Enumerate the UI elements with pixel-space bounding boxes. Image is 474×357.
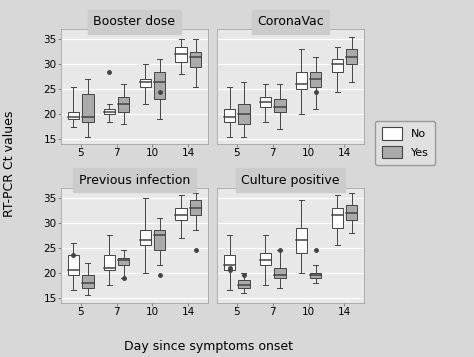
Bar: [224, 109, 235, 122]
Bar: [118, 97, 129, 112]
Bar: [139, 79, 151, 87]
Bar: [118, 258, 129, 265]
Bar: [296, 72, 307, 89]
Bar: [154, 72, 165, 99]
Title: CoronaVac: CoronaVac: [257, 15, 324, 28]
Bar: [274, 268, 285, 278]
Bar: [310, 72, 321, 87]
Bar: [346, 49, 357, 64]
Bar: [224, 255, 235, 270]
Bar: [310, 273, 321, 278]
Bar: [139, 230, 151, 245]
Bar: [104, 255, 115, 270]
Bar: [175, 208, 187, 220]
Bar: [238, 280, 250, 288]
Bar: [82, 94, 93, 122]
Bar: [68, 255, 79, 275]
Bar: [331, 59, 343, 72]
Text: RT-PCR Ct values: RT-PCR Ct values: [3, 111, 16, 217]
Bar: [154, 230, 165, 250]
Bar: [190, 200, 201, 215]
Bar: [104, 109, 115, 114]
Title: Booster dose: Booster dose: [93, 15, 175, 28]
Bar: [274, 99, 285, 112]
Bar: [296, 228, 307, 253]
Bar: [68, 112, 79, 119]
Bar: [260, 253, 271, 265]
Title: Previous infection: Previous infection: [79, 174, 190, 187]
Text: Day since symptoms onset: Day since symptoms onset: [124, 341, 293, 353]
Bar: [346, 205, 357, 220]
Bar: [331, 208, 343, 228]
Bar: [190, 52, 201, 67]
Bar: [82, 275, 93, 288]
Bar: [238, 104, 250, 124]
Bar: [260, 97, 271, 107]
Title: Culture positive: Culture positive: [241, 174, 340, 187]
Bar: [175, 47, 187, 62]
Legend: No, Yes: No, Yes: [375, 121, 436, 165]
